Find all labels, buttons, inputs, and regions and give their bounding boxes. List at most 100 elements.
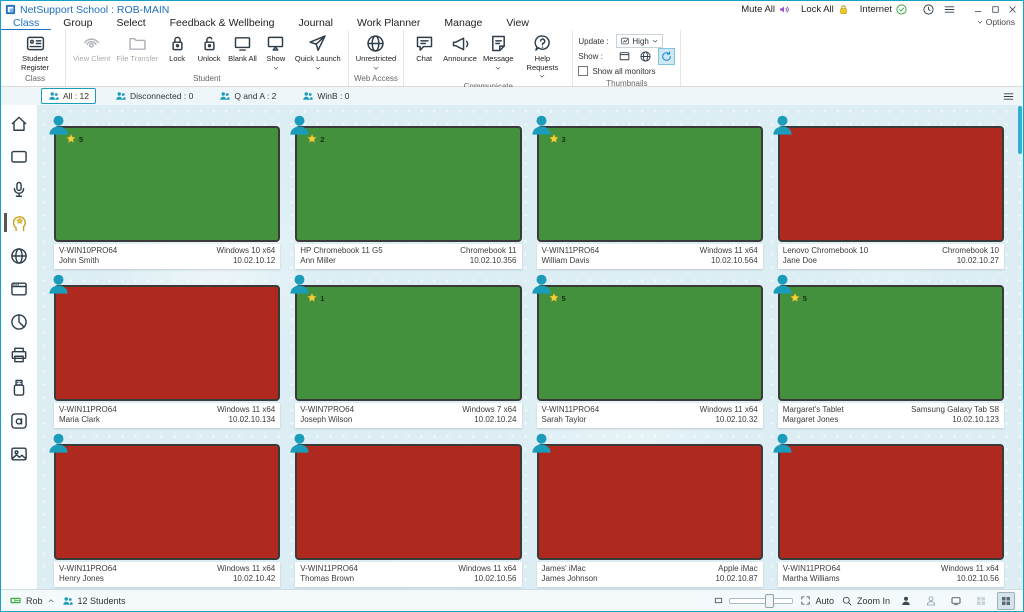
ribbon-group-student: View Client File Transfer Lock Unlock Blank … — [66, 30, 349, 86]
list-menu-icon[interactable] — [1002, 90, 1015, 103]
zoom-in-button[interactable]: Zoom In — [841, 595, 890, 607]
sidebar-item-browser[interactable] — [1, 277, 37, 300]
person-badge — [771, 114, 794, 137]
student-tile-margaret-jones[interactable]: 5 Margaret's Tablet Margaret Jones Samsung … — [773, 274, 1004, 428]
student-tile-henry-jones[interactable]: V-WIN11PRO64 Henry Jones Windows 11 x64 10.… — [49, 433, 281, 587]
users-icon — [219, 90, 231, 102]
window-maximize-button[interactable] — [988, 4, 1002, 16]
sidebar-item-globe[interactable] — [1, 244, 37, 267]
ribbon-button-student-register[interactable]: Student Register — [10, 32, 60, 73]
window-controls — [968, 4, 1019, 16]
student-tile-john-smith[interactable]: 5 V-WIN10PRO64 John Smith Windows 10 x64 10.… — [49, 115, 281, 269]
student-tile-james-johnson[interactable]: James' iMac James Johnson Apple iMac 10.02.… — [531, 433, 763, 587]
update-quality-dropdown[interactable]: High — [616, 34, 663, 48]
titlebar-action-internet[interactable]: Internet — [860, 3, 908, 16]
ribbon-button-file-transfer: File Transfer — [114, 32, 160, 65]
thumbnail-size-slider[interactable] — [713, 593, 794, 608]
ribbon-button-unlock[interactable]: Unlock — [194, 32, 224, 65]
thumbnail-view-button[interactable] — [997, 591, 1015, 610]
view-students-active-button[interactable] — [897, 592, 915, 610]
student-name: Henry Jones — [59, 574, 104, 583]
titlebar-action-lock-all[interactable]: Lock All — [801, 3, 850, 16]
menu-tab-work-planner[interactable]: Work Planner — [356, 17, 421, 29]
ribbon-button-chat[interactable]: Chat — [409, 32, 439, 65]
microphone-icon — [9, 180, 29, 200]
group-tab-winb-0[interactable]: WinB : 0 — [295, 88, 356, 104]
minimize-icon — [973, 4, 984, 15]
student-tile-sarah-taylor[interactable]: 5 V-WIN11PRO64 Sarah Taylor Windows 11 x64 1… — [531, 274, 763, 428]
star-icon — [65, 133, 77, 145]
group-tab-all-12[interactable]: All : 12 — [41, 88, 96, 104]
sidebar-item-wellbeing[interactable] — [1, 211, 37, 234]
titlebar-action-mute-all[interactable]: Mute All — [741, 3, 791, 16]
ribbon-button-announce[interactable]: Announce — [441, 32, 479, 65]
student-tile-thomas-brown[interactable]: V-WIN11PRO64 Thomas Brown Windows 11 x64 10… — [290, 433, 522, 587]
monitor-view-button[interactable] — [947, 592, 965, 610]
ribbon-button-quick-launch[interactable]: Quick Launch — [293, 32, 343, 73]
student-tile-jane-doe[interactable]: Lenovo Chromebook 10 Jane Doe Chromebook 1… — [773, 115, 1004, 269]
sidebar-item-printer[interactable] — [1, 343, 37, 366]
menu-tab-class[interactable]: Class — [1, 17, 52, 30]
group-tab-disconnected-0[interactable]: Disconnected : 0 — [108, 88, 200, 104]
options-dropdown[interactable]: Options — [976, 17, 1015, 27]
window-close-button[interactable] — [1005, 4, 1019, 16]
show-toggle-window-icon[interactable] — [616, 48, 633, 65]
student-tile-ann-miller[interactable]: 2 HP Chromebook 11 G5 Ann Miller Chromebook… — [290, 115, 522, 269]
os-name: Windows 11 x64 — [217, 405, 276, 414]
clock-icon[interactable] — [922, 3, 935, 16]
student-tile-martha-williams[interactable]: V-WIN11PRO64 Martha Williams Windows 11 x6… — [773, 433, 1004, 587]
sidebar-item-home[interactable] — [1, 112, 37, 135]
list-view-button[interactable] — [972, 592, 990, 610]
show-toggle-globe-icon[interactable] — [637, 48, 654, 65]
ribbon-button-message[interactable]: Message — [481, 32, 515, 73]
menu-tab-manage[interactable]: Manage — [444, 17, 483, 29]
update-quality-value: High — [632, 36, 649, 46]
menu-tab-journal[interactable]: Journal — [298, 17, 333, 29]
ribbon-button-help-requests[interactable]: Help Requests — [517, 32, 567, 81]
slider-handle[interactable] — [764, 593, 774, 608]
titlebar-icons — [922, 3, 964, 16]
show-label: Show : — [578, 51, 603, 61]
content-scrollbar[interactable] — [1018, 106, 1022, 588]
show-all-monitors-label: Show all monitors — [592, 66, 656, 76]
view-students-button[interactable] — [922, 592, 940, 610]
group-tab-q-and-a-2[interactable]: Q and A : 2 — [212, 88, 283, 104]
os-name: Chromebook 11 — [460, 246, 517, 255]
menu-tab-group[interactable]: Group — [63, 17, 93, 29]
student-name: Jane Doe — [782, 256, 817, 265]
show-toggle-refresh-icon[interactable] — [658, 47, 676, 65]
sidebar-item-usb-drive[interactable] — [1, 376, 37, 399]
ribbon-button-blank-all[interactable]: Blank All — [226, 32, 259, 65]
ribbon-button-show[interactable]: Show — [261, 32, 291, 73]
hamburger-icon[interactable] — [943, 3, 956, 16]
sidebar-item-pie-chart[interactable] — [1, 310, 37, 333]
connection-selector[interactable]: Rob — [9, 594, 55, 607]
sidebar-item-monitor[interactable] — [1, 145, 37, 168]
menu-tab-feedback-wellbeing[interactable]: Feedback & Wellbeing — [169, 17, 275, 29]
caret-down-icon — [538, 72, 546, 80]
student-tile-joseph-wilson[interactable]: 1 V-WIN7PRO64 Joseph Wilson Windows 7 x64 10… — [290, 274, 522, 428]
menu-tab-select[interactable]: Select — [116, 17, 146, 29]
menu-tab-view[interactable]: View — [506, 17, 529, 29]
auto-size-button[interactable]: Auto — [800, 595, 834, 606]
sidebar-item-typing[interactable] — [1, 409, 37, 432]
image-icon — [9, 444, 29, 464]
ribbon-group-class: Student Register Class — [5, 30, 66, 86]
student-screen-thumbnail — [777, 444, 1004, 560]
unlock-icon — [199, 33, 220, 54]
menu-bar: Class Group Select Feedback & Wellbeing Jour… — [1, 17, 1023, 30]
window-minimize-button[interactable] — [971, 4, 985, 16]
ribbon-group-web-access: Unrestricted Web Access — [349, 30, 405, 86]
student-tile-maria-clark[interactable]: V-WIN11PRO64 Maria Clark Windows 11 x64 10.… — [49, 274, 281, 428]
usb-drive-icon — [9, 378, 29, 398]
ribbon-button-unrestricted[interactable]: Unrestricted — [354, 32, 398, 73]
show-all-monitors-checkbox[interactable] — [578, 66, 589, 76]
student-tile-william-davis[interactable]: 3 V-WIN11PRO64 William Davis Windows 11 x64… — [531, 115, 763, 269]
sidebar-item-microphone[interactable] — [1, 178, 37, 201]
ribbon-button-lock[interactable]: Lock — [162, 32, 192, 65]
sidebar-item-image[interactable] — [1, 442, 37, 465]
machine-name: HP Chromebook 11 G5 — [300, 246, 383, 255]
netsupport-logo — [5, 4, 16, 15]
users-icon — [302, 90, 314, 102]
